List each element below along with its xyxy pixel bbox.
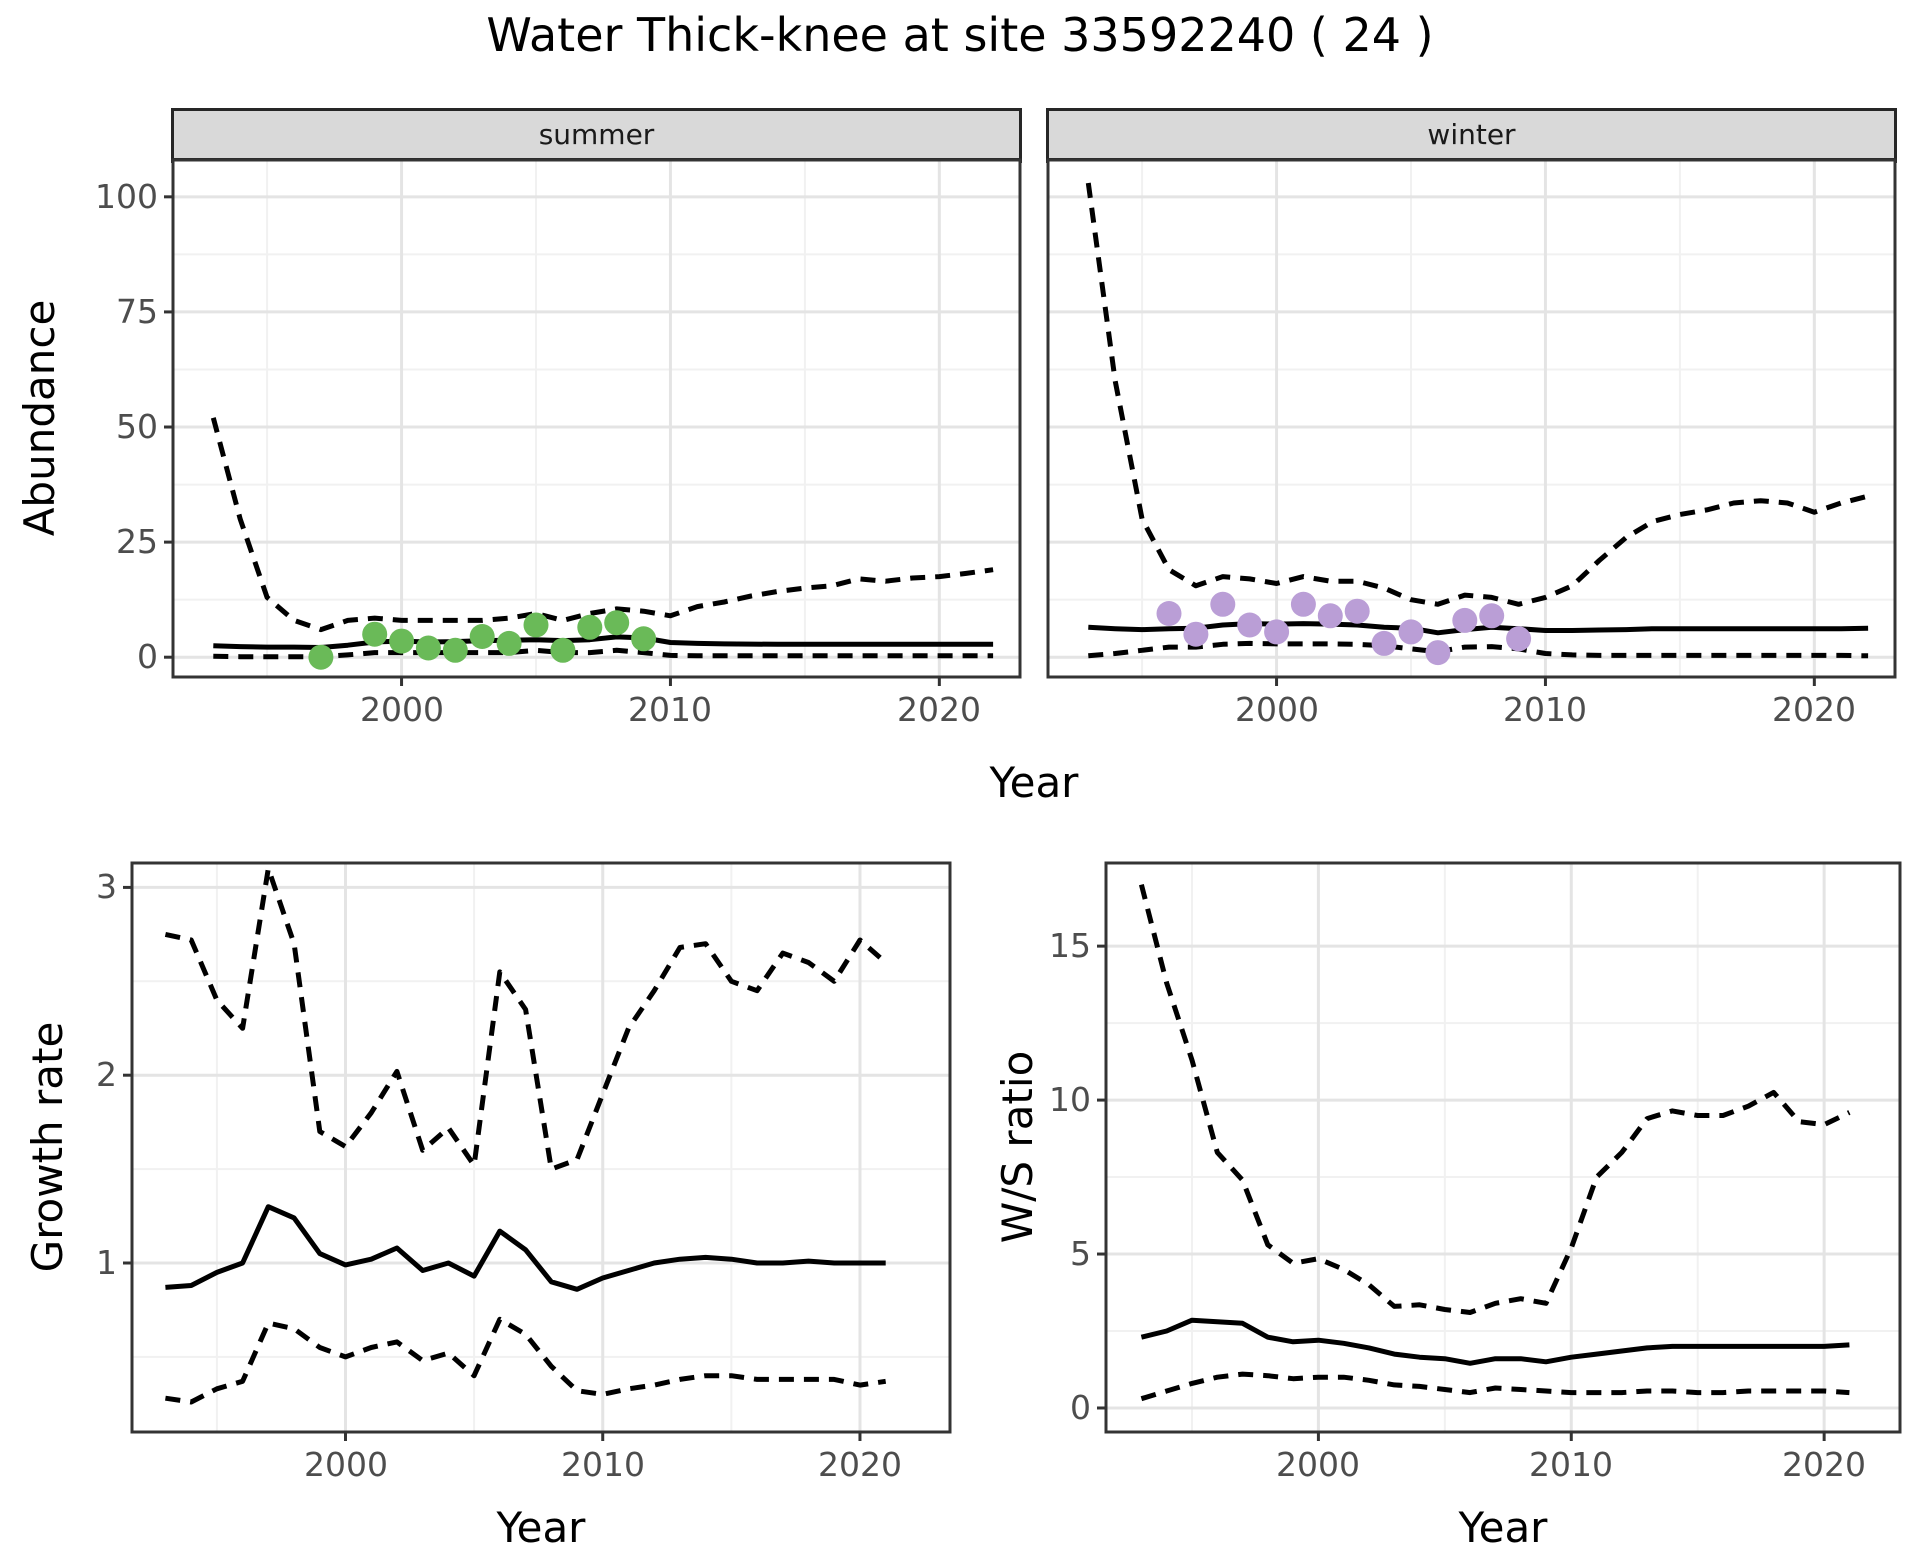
abundance-summer-panel [164,158,1022,686]
abundance-summer-border [171,158,1022,679]
x-tick-label: 2010 [628,690,712,729]
y-tick-label: 0 [137,637,158,676]
y-axis-title-growth-rate: Growth rate [23,1021,72,1273]
abundance-summer-median-line [213,634,994,650]
data-point [308,644,334,670]
data-point [1290,591,1316,617]
data-point [1183,621,1209,647]
growth-rate-panel [123,861,952,1441]
y-tick-label: 3 [96,867,117,906]
data-point [523,612,549,638]
ws-ratio-upper_95ci-line [1138,883,1851,1315]
data-point [1264,619,1290,645]
abundance-winter-lower_95ci-line [1088,640,1869,659]
x-tick-label: 2000 [360,690,444,729]
data-point [604,610,630,636]
x-tick-label: 2020 [897,690,981,729]
data-point [1156,601,1182,626]
data-point [631,626,657,652]
abundance-summer-upper_95ci-line [210,417,994,633]
data-point [469,624,495,649]
data-point [577,614,603,640]
abundance-winter-panel [1046,158,1897,686]
data-point [1425,640,1451,666]
y-tick-label: 2 [96,1055,117,1094]
ws-ratio-lower_95ci-line [1140,1371,1850,1402]
data-point [550,637,576,663]
x-axis-title-year-top: Year [989,758,1079,807]
x-tick-label: 2000 [1235,690,1319,729]
abundance-summer-lower_95ci-line [213,647,994,660]
data-point [1506,626,1532,652]
data-point [1398,619,1424,645]
data-point [1237,612,1263,638]
data-point [496,630,522,656]
data-point [1479,603,1505,629]
y-tick-label: 5 [1070,1234,1091,1273]
y-tick-label: 1 [96,1243,117,1282]
data-point [1371,630,1397,656]
y-tick-label: 50 [116,407,158,446]
y-axis-title-abundance: Abundance [15,299,64,537]
x-tick-label: 2000 [1276,1445,1360,1484]
data-point [362,621,388,647]
x-tick-label: 2020 [818,1445,902,1484]
abundance-winter-upper_95ci-line [1085,182,1869,607]
abundance-winter-border [1046,158,1897,679]
facet-strip-winter: winter [1046,108,1897,163]
x-tick-label: 2010 [1503,690,1587,729]
data-point [389,628,415,654]
data-point [415,635,441,661]
data-point [1317,603,1343,629]
y-tick-label: 75 [116,292,158,331]
data-point [1344,598,1370,624]
x-tick-label: 2020 [1772,690,1856,729]
x-axis-title-year-ws: Year [1458,1503,1548,1552]
facet-label-summer: summer [538,118,655,151]
growth-rate-median-line [165,1204,886,1292]
y-tick-label: 10 [1049,1080,1091,1119]
data-point [1452,607,1478,633]
x-tick-label: 2000 [304,1445,388,1484]
growth-rate-upper_95ci-line [164,866,888,1172]
ws-ratio-median-line [1140,1317,1850,1366]
facet-label-winter: winter [1427,118,1516,151]
y-tick-label: 0 [1070,1388,1091,1427]
facet-strip-summer: summer [171,108,1022,163]
data-point [1210,591,1236,617]
x-tick-label: 2020 [1782,1445,1866,1484]
x-axis-title-year-growth: Year [496,1503,586,1552]
growth-rate-lower_95ci-line [165,1316,887,1405]
abundance-winter-median-line [1088,621,1869,636]
x-tick-label: 2010 [561,1445,645,1484]
ws-ratio-panel [1097,861,1902,1441]
y-tick-label: 100 [95,177,158,216]
x-tick-label: 2010 [1529,1445,1613,1484]
ws-ratio-border [1104,861,1902,1434]
y-tick-label: 25 [116,522,158,561]
plot-title: Water Thick-knee at site 33592240 ( 24 ) [486,8,1434,62]
y-tick-label: 15 [1049,926,1091,965]
growth-rate-border [130,861,952,1434]
data-point [442,637,468,663]
